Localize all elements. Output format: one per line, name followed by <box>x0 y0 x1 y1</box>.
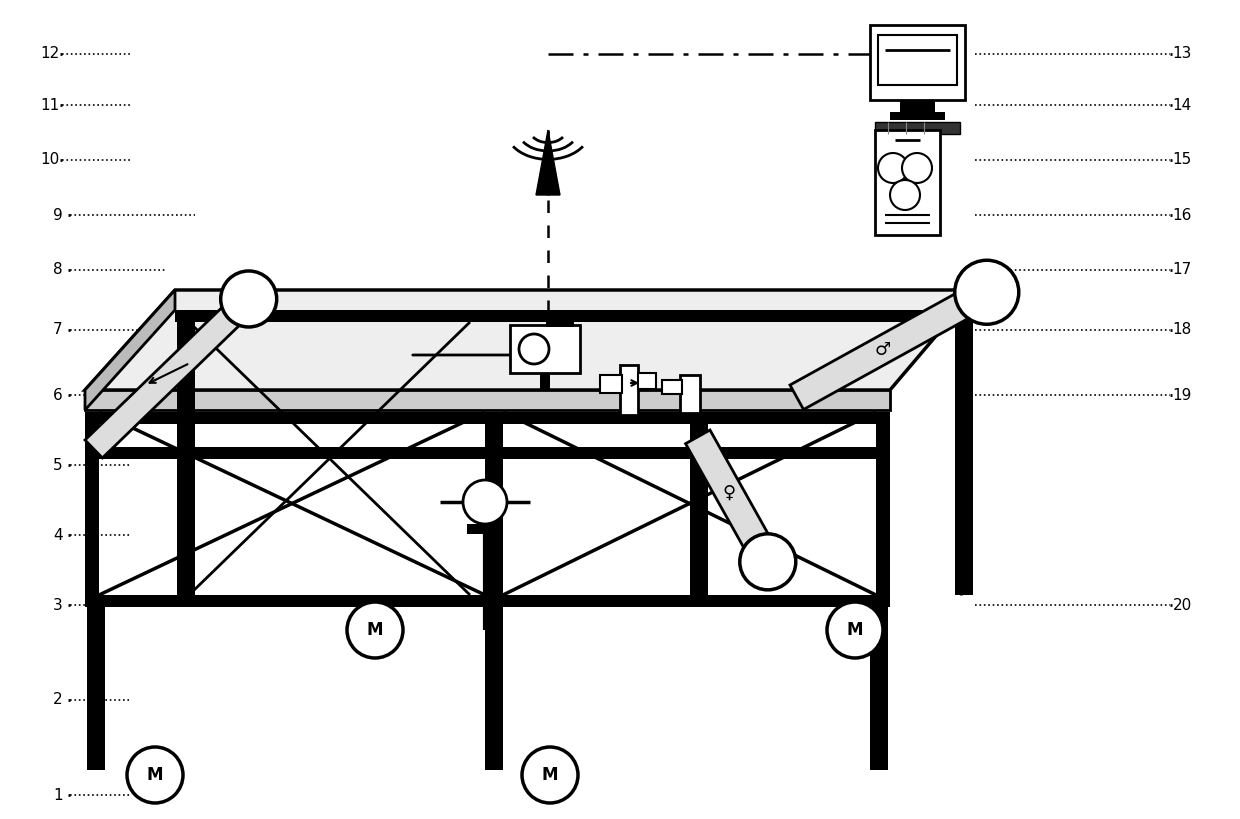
Bar <box>175 310 975 322</box>
Bar <box>870 607 888 770</box>
Text: 12: 12 <box>41 47 60 61</box>
Polygon shape <box>686 430 780 568</box>
Text: M: M <box>146 766 164 784</box>
Circle shape <box>520 334 549 364</box>
Bar <box>510 325 580 373</box>
Circle shape <box>827 602 883 658</box>
Bar <box>662 380 682 394</box>
Circle shape <box>955 260 1019 324</box>
Text: 4: 4 <box>53 527 63 542</box>
Bar <box>639 373 656 389</box>
Text: 10: 10 <box>41 152 60 168</box>
Text: 15: 15 <box>1172 152 1192 168</box>
Text: 19: 19 <box>1172 387 1192 402</box>
Bar <box>875 122 960 134</box>
Text: ♀: ♀ <box>723 484 735 502</box>
Text: 14: 14 <box>1172 97 1192 112</box>
Polygon shape <box>86 390 890 410</box>
Bar <box>689 412 708 607</box>
Text: ♂: ♂ <box>874 341 890 359</box>
Text: 3: 3 <box>53 598 63 613</box>
Polygon shape <box>536 130 560 195</box>
Text: 16: 16 <box>1172 207 1192 223</box>
Bar <box>900 100 935 112</box>
Text: M: M <box>542 766 558 784</box>
Polygon shape <box>790 280 993 410</box>
Bar <box>870 25 965 100</box>
Bar <box>875 130 940 235</box>
Text: 9: 9 <box>53 207 63 223</box>
Circle shape <box>347 602 403 658</box>
Text: 8: 8 <box>53 263 63 278</box>
Bar <box>878 35 957 85</box>
Polygon shape <box>86 290 258 458</box>
Circle shape <box>126 747 184 803</box>
Text: 20: 20 <box>1172 598 1192 613</box>
Circle shape <box>463 480 507 524</box>
Text: 1: 1 <box>53 788 63 803</box>
Bar <box>620 365 639 415</box>
Text: 11: 11 <box>41 97 60 112</box>
Circle shape <box>890 180 920 210</box>
Polygon shape <box>86 290 175 410</box>
Bar <box>86 595 890 607</box>
Circle shape <box>740 534 796 590</box>
Text: 13: 13 <box>1172 47 1192 61</box>
Circle shape <box>878 153 908 183</box>
Text: M: M <box>847 621 863 639</box>
Text: M: M <box>367 621 383 639</box>
Polygon shape <box>86 290 975 390</box>
Bar <box>87 607 105 770</box>
Circle shape <box>522 747 578 803</box>
Circle shape <box>221 271 277 327</box>
Text: 17: 17 <box>1172 263 1192 278</box>
Bar <box>467 524 503 534</box>
Bar <box>86 447 890 459</box>
Bar <box>485 412 503 770</box>
Circle shape <box>901 153 932 183</box>
Bar <box>86 412 890 424</box>
Bar <box>680 375 701 413</box>
Text: 2: 2 <box>53 693 63 708</box>
Bar <box>875 412 890 607</box>
Bar <box>539 375 551 390</box>
Bar <box>539 373 551 388</box>
Bar <box>177 322 195 595</box>
Bar <box>494 738 501 756</box>
Text: 7: 7 <box>53 323 63 337</box>
Text: 5: 5 <box>53 458 63 473</box>
Bar <box>546 317 574 327</box>
Bar <box>955 322 973 595</box>
Bar <box>86 412 99 607</box>
Bar <box>890 112 945 120</box>
Text: 6: 6 <box>53 387 63 402</box>
Bar <box>600 375 622 393</box>
Text: 18: 18 <box>1172 323 1192 337</box>
